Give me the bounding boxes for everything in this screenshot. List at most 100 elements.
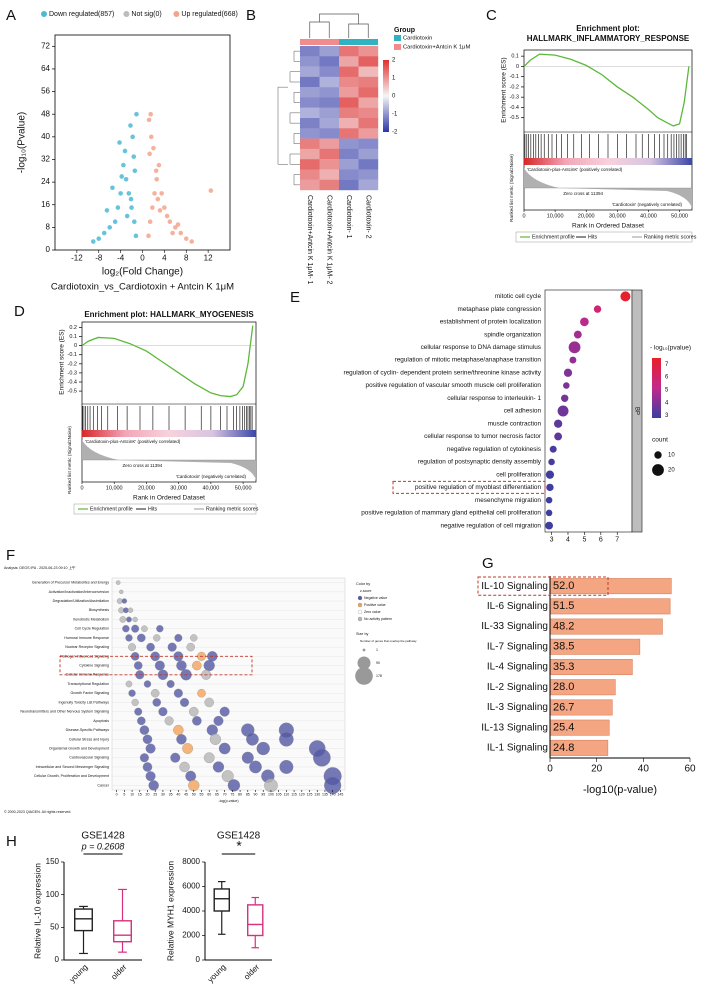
y-tick-label: mesenchyme migration <box>475 497 542 504</box>
color-tick-label: 3 <box>665 413 669 419</box>
point <box>110 185 115 191</box>
legend-label: Number of genes that overlap the pathway <box>360 639 417 643</box>
heat-cell <box>339 87 359 98</box>
heat-cell <box>319 66 340 78</box>
y-tick-label: cell adhesion <box>504 408 542 415</box>
y-tick-label: regulation of mitotic metaphase/anaphase… <box>395 357 542 364</box>
row-dendrogram <box>293 174 300 186</box>
y-tick-label: positive regulation of mammary gland epi… <box>361 510 541 517</box>
legend-marker <box>41 11 47 17</box>
x-tick-label: 0 <box>522 213 525 219</box>
color-tick-label: 7 <box>665 362 669 368</box>
point <box>128 196 134 202</box>
heat-cell <box>358 56 379 67</box>
y-tick-label: mitotic cell cycle <box>495 293 542 300</box>
bubble <box>139 725 150 735</box>
color-tick-label: 4 <box>665 400 669 406</box>
y-tick-label: -0.3 <box>510 95 519 101</box>
heat-cell <box>300 179 320 191</box>
annotation: 'Cardiotoxin-plus-AntcinK' (positively c… <box>85 439 181 444</box>
point <box>183 236 189 241</box>
bubble <box>180 697 190 707</box>
heat-cell <box>300 107 320 119</box>
color-bar <box>652 358 661 418</box>
bubble <box>123 607 129 614</box>
legend-marker <box>173 11 180 17</box>
bubble <box>186 642 195 652</box>
point <box>101 230 107 236</box>
chart-title: Enrichment plot: <box>576 24 640 33</box>
bubble <box>143 680 152 688</box>
dendrogram <box>348 23 369 38</box>
bubble <box>620 291 631 302</box>
y-tick-label: -0.3 <box>68 370 77 376</box>
heat-cell <box>319 169 340 180</box>
column-label: Cardiotoxin- 2 <box>364 195 371 239</box>
chart-title: Enrichment plot: HALLMARK_MYOGENESIS <box>84 310 254 319</box>
point <box>133 233 139 239</box>
legend-marker <box>357 609 363 615</box>
legend-label: Ranking metric scores <box>644 234 697 240</box>
point <box>150 205 155 210</box>
plot-frame <box>81 321 257 483</box>
bubble <box>313 748 331 767</box>
bubble <box>167 642 177 652</box>
bubble <box>580 317 589 327</box>
x-tick-label: 55 <box>200 792 204 796</box>
chart-subtitle: HALLMARK_INFLAMMATORY_RESPONSE <box>527 34 690 43</box>
y-tick-label: positive regulation of myoblast differen… <box>415 484 541 491</box>
y-tick-label: IL-3 Signaling <box>487 702 548 713</box>
heat-cell <box>319 107 340 119</box>
bubble <box>563 382 570 389</box>
x-tick-label: 35 <box>169 792 173 796</box>
heat-cell <box>339 128 359 139</box>
y-tick-label: 24 <box>41 177 50 186</box>
bubble <box>204 697 214 708</box>
bubble <box>166 680 175 688</box>
x-axis-label: Rank in Ordered Dataset <box>133 495 205 502</box>
box <box>74 908 93 932</box>
y-tick-label: 72 <box>41 41 50 50</box>
box <box>213 888 230 912</box>
facet-label: BP <box>633 407 639 415</box>
x-tick-label: 7 <box>615 537 619 544</box>
legend-label: Positive value <box>364 603 386 607</box>
y-tick-label: 40 <box>41 132 50 141</box>
legend-label: Down regulated(857) <box>49 11 114 18</box>
group-cell <box>339 39 359 45</box>
x-tick-label: 120 <box>299 792 305 796</box>
x-tick-label: 25 <box>153 792 157 796</box>
heat-cell <box>358 76 379 88</box>
heat-cell <box>339 76 359 88</box>
x-tick-label: 30 <box>161 792 165 796</box>
x-tick-label: 50,000 <box>235 485 252 491</box>
x-tick-label: 70 <box>223 792 227 796</box>
y-axis-label: Relative MYH1 expression <box>165 861 175 961</box>
legend-label: Up regulated(668) <box>181 11 237 18</box>
point <box>121 162 126 168</box>
x-tick-label: 3 <box>550 537 554 544</box>
plot-frame <box>523 49 693 211</box>
bubble <box>188 779 200 791</box>
point <box>132 168 138 174</box>
bubble <box>125 634 133 642</box>
chart-title: Analysis: DEGS IPA - 2025-06-23 09:10 上午 <box>4 565 76 570</box>
y-axis-label: Enrichment score (ES) <box>501 57 508 122</box>
y-tick-label: 0 <box>46 245 51 254</box>
y-tick-label: -0.2 <box>510 84 519 90</box>
point <box>96 236 102 241</box>
point <box>115 205 121 210</box>
heat-cell <box>358 148 379 160</box>
y-tick-label: 4000 <box>182 906 200 915</box>
y-tick-label: Degradation/Utilization/Assimilation <box>53 599 109 603</box>
y-axis-label: Relative IL-10 expression <box>32 863 42 959</box>
bubble <box>116 598 123 604</box>
legend-swatch <box>394 35 401 41</box>
y-tick-label: Nuclear Receptor Signaling <box>65 645 109 649</box>
y-tick-label: Cancer <box>97 783 109 787</box>
group-cell <box>319 39 339 45</box>
x-tick-label: 6 <box>599 537 603 544</box>
row-dendrogram <box>293 133 300 144</box>
heat-cell <box>358 107 379 119</box>
panel-label: B <box>246 7 256 24</box>
